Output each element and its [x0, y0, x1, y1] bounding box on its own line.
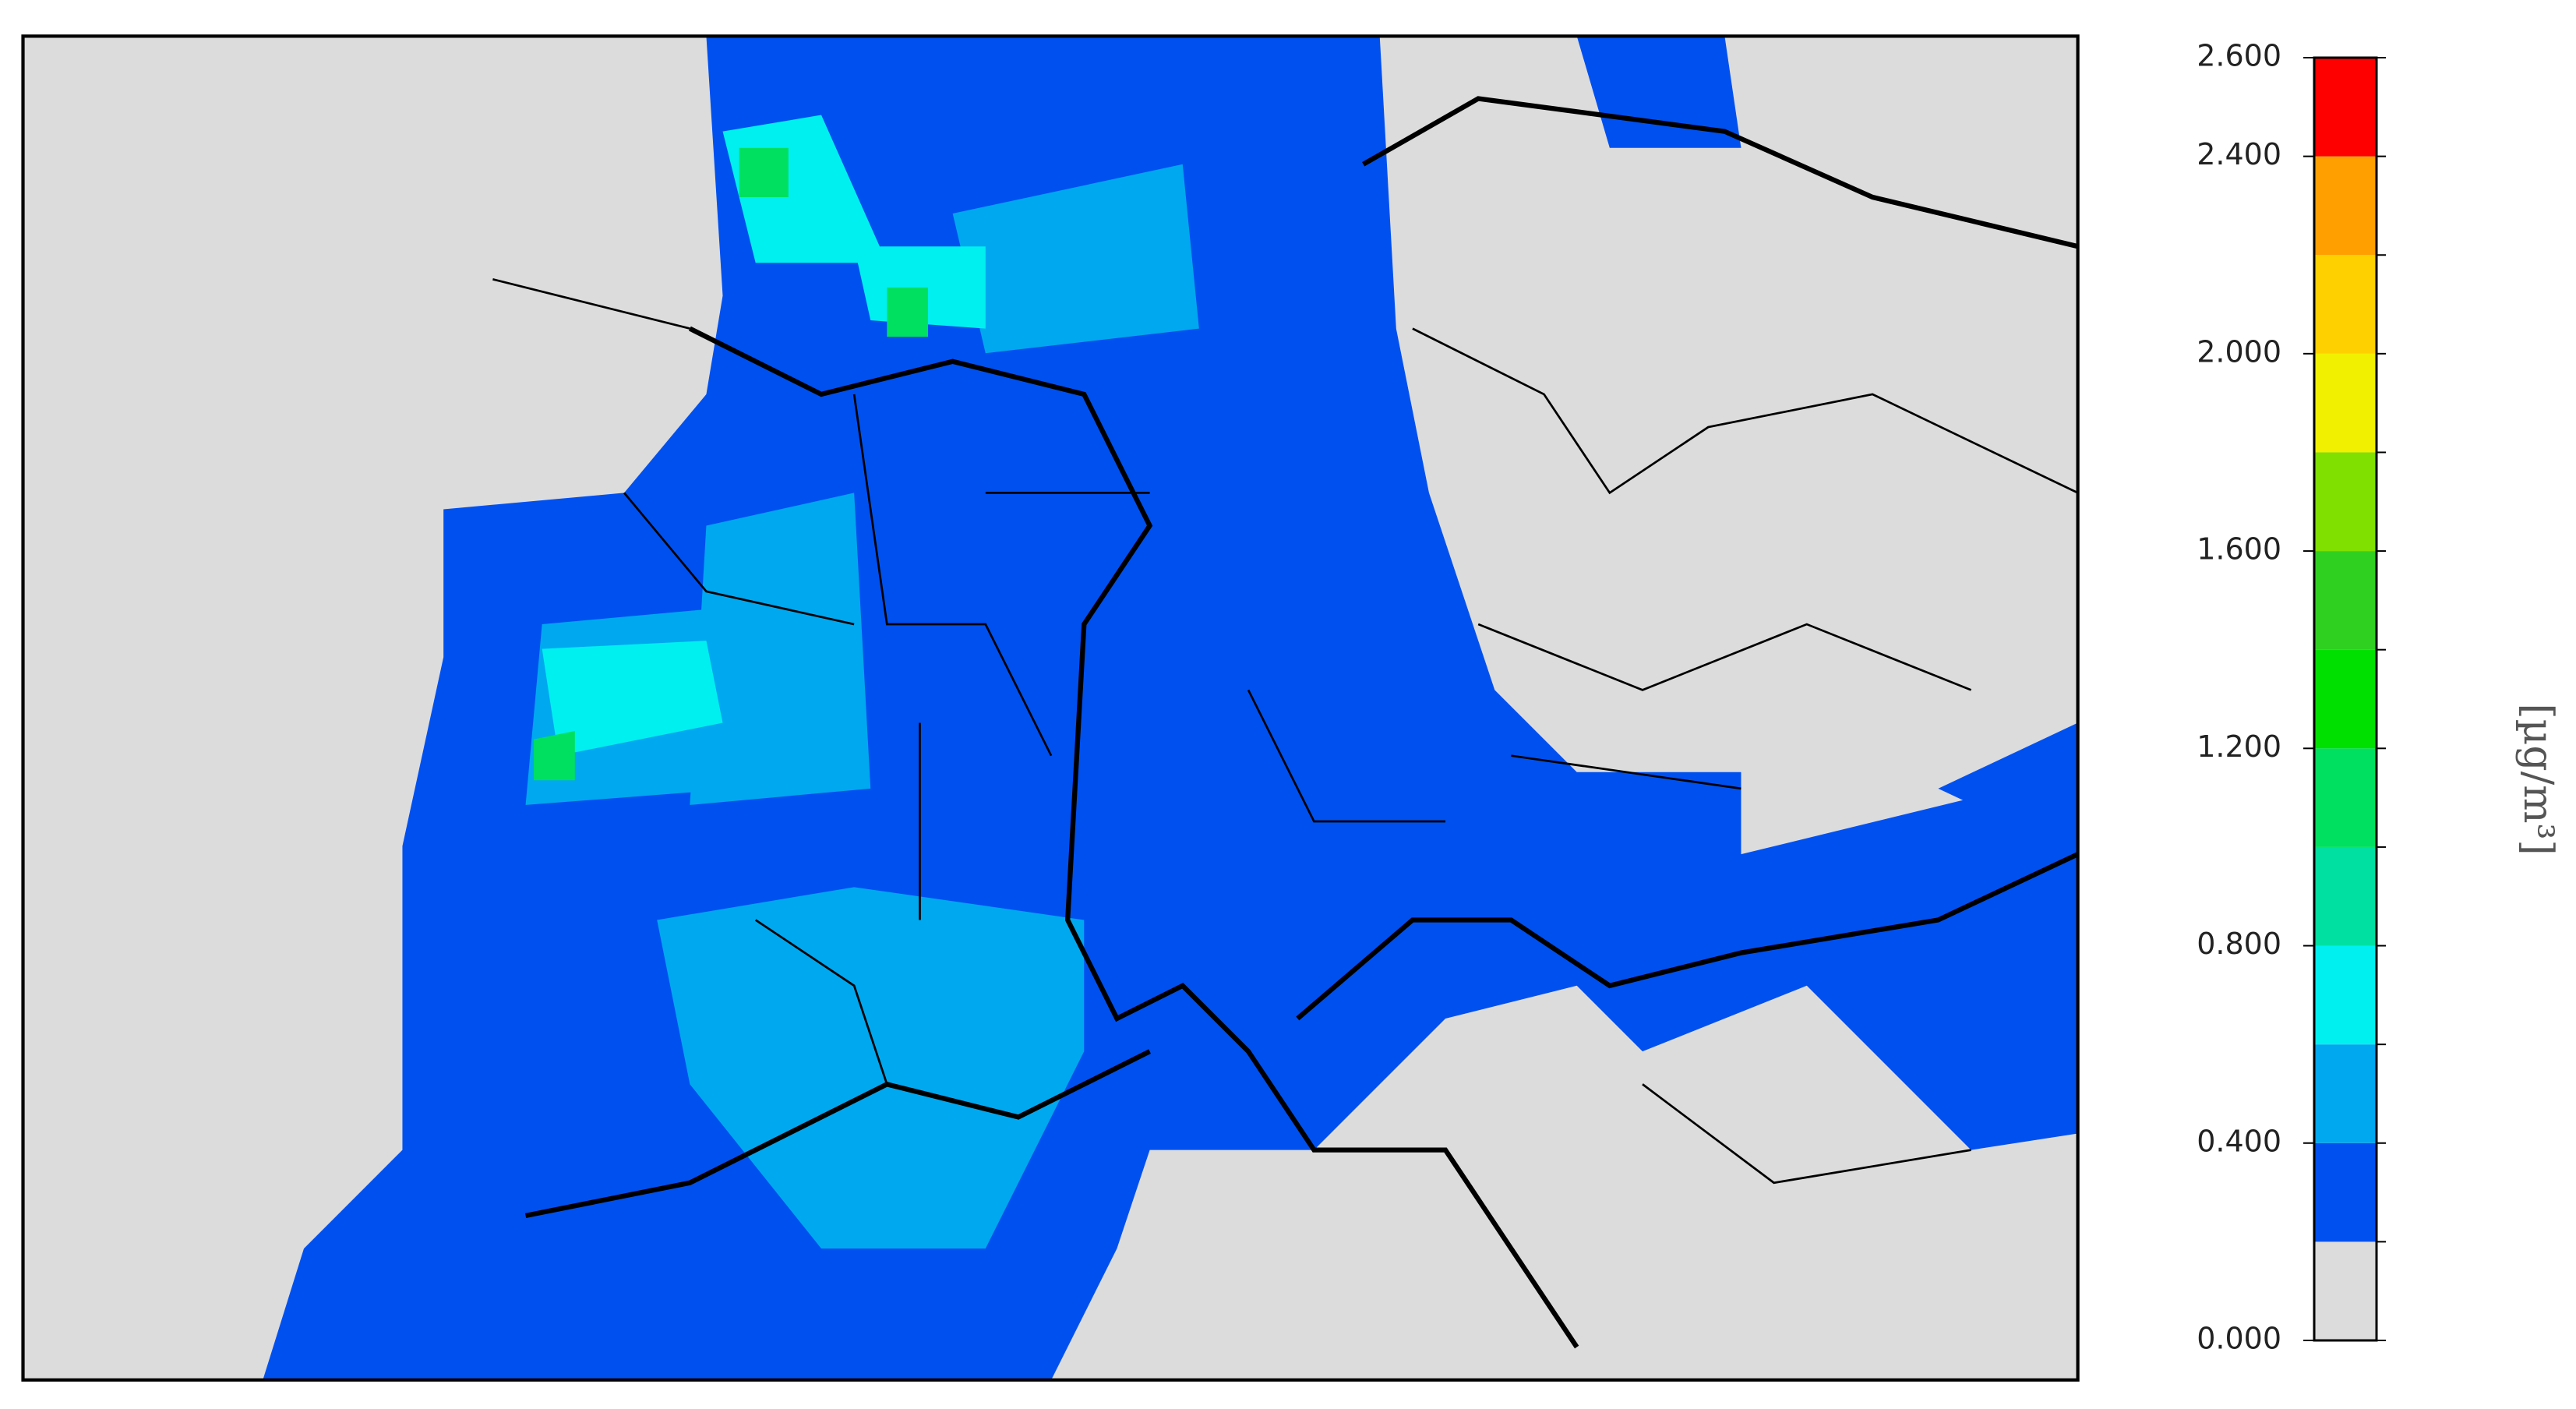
colorbar: 0.000 0.400 0.800 1.200 1.600 2.000 2.400 2.600	[2197, 39, 2386, 1356]
colorbar-bin	[2314, 1044, 2377, 1143]
colorbar-bin	[2314, 255, 2377, 354]
colorbar-tick-label: 1.200	[2197, 729, 2281, 764]
concentration-area	[525, 164, 1199, 1249]
colorbar-tick-label: 2.400	[2197, 137, 2281, 171]
colorbar-bin	[2314, 649, 2377, 749]
concentration-area	[542, 115, 986, 756]
colorbar-frame	[2313, 56, 2378, 1342]
borders	[492, 96, 2079, 1349]
colorbar-bin	[2314, 353, 2377, 453]
colorbar-bin	[2314, 1241, 2377, 1340]
colorbar-tick-label: 2.000	[2197, 334, 2281, 369]
colorbar-bin	[2314, 452, 2377, 552]
colorbar-tick-label: 2.600	[2197, 39, 2281, 73]
colorbar-bin	[2314, 945, 2377, 1045]
colorbar-tick-label: 1.600	[2197, 532, 2281, 567]
colorbar-bin	[2314, 748, 2377, 847]
map	[21, 34, 2080, 1382]
colorbar-bin	[2314, 58, 2377, 157]
colorbar-tick-label: 0.000	[2197, 1322, 2281, 1356]
map-frame	[21, 34, 2080, 1382]
colorbar-bin	[2314, 1142, 2377, 1242]
colorbar-bin	[2314, 156, 2377, 256]
colorbar-bin	[2314, 551, 2377, 650]
unit-label: [µg/m³]	[2514, 703, 2561, 855]
colorbar-bin	[2314, 846, 2377, 946]
colorbar-tick-label: 0.400	[2197, 1124, 2281, 1158]
colorbar-tick-label: 0.800	[2197, 927, 2281, 961]
